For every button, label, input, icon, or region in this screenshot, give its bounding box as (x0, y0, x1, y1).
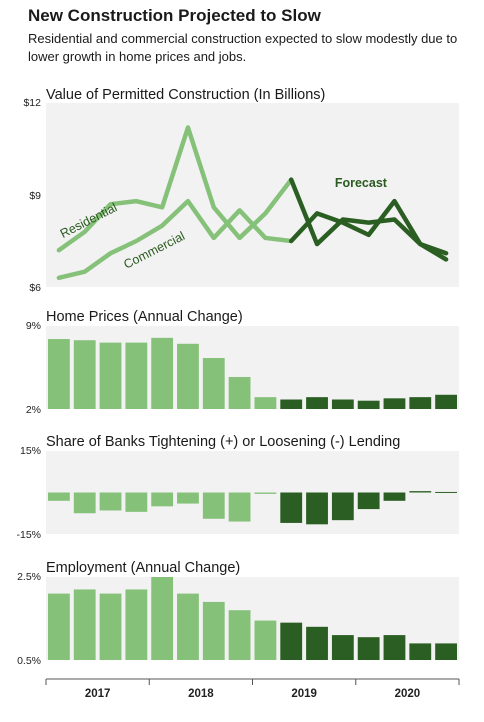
bar (177, 343, 199, 409)
bar (73, 492, 96, 514)
bar (151, 577, 174, 660)
bar (383, 398, 406, 409)
bar (177, 492, 199, 504)
panel-title: Home Prices (Annual Change) (46, 309, 243, 325)
bar (125, 492, 148, 512)
bar (280, 492, 303, 523)
panel-title: Value of Permitted Construction (In Bill… (46, 87, 325, 103)
home-prices-panel: Home Prices (Annual Change) 9% 2% (26, 309, 459, 416)
bar (357, 492, 380, 510)
bar (73, 340, 96, 409)
bar (151, 337, 174, 409)
bar (202, 492, 225, 519)
bar (202, 358, 225, 409)
bar (228, 610, 251, 660)
bar (435, 491, 457, 493)
panel-title: Share of Banks Tightening (+) or Looseni… (46, 434, 400, 450)
bar (125, 342, 148, 409)
x-tick-label: 2020 (395, 688, 421, 700)
bar (99, 342, 122, 409)
bar (177, 593, 199, 660)
bar (228, 492, 251, 522)
bar (99, 492, 122, 511)
bar (409, 491, 432, 493)
x-tick-label: 2019 (291, 688, 317, 700)
bar (280, 399, 303, 409)
y-tick-label: -15% (16, 529, 41, 541)
bar (202, 601, 225, 660)
bar (254, 492, 277, 494)
bar (357, 400, 380, 409)
bar (48, 492, 70, 501)
series-line-commercial-historical (56, 198, 294, 281)
bank-lending-panel: Share of Banks Tightening (+) or Looseni… (16, 434, 459, 541)
panel-title: Employment (Annual Change) (46, 560, 240, 576)
y-tick-label: $6 (29, 282, 41, 294)
bar (331, 635, 354, 660)
bar (48, 339, 70, 409)
y-tick-label: 15% (20, 445, 41, 457)
forecast-annotation: Forecast (335, 176, 388, 190)
y-tick-label: 9% (26, 320, 41, 332)
y-tick-label: $12 (23, 97, 41, 109)
bar (306, 492, 328, 525)
bar (280, 622, 303, 660)
chart-title: New Construction Projected to Slow (28, 6, 321, 25)
bar (306, 397, 328, 409)
y-tick-label: $9 (29, 190, 41, 202)
bar (357, 637, 380, 660)
bar (383, 492, 406, 501)
bar (48, 593, 70, 660)
bar (435, 643, 457, 660)
bar (125, 589, 148, 660)
y-tick-label: 0.5% (17, 655, 41, 667)
chart-subtitle: Residential and commercial construction … (28, 31, 458, 64)
panel-background (46, 103, 459, 287)
bar (151, 492, 174, 507)
bar (409, 397, 432, 409)
bar (254, 620, 277, 660)
y-tick-label: 2% (26, 404, 41, 416)
bar (228, 376, 251, 409)
bar (435, 394, 457, 409)
y-tick-label: 2.5% (17, 571, 41, 583)
x-tick-label: 2018 (188, 688, 214, 700)
bar (73, 589, 96, 660)
bar (331, 492, 354, 521)
bar (383, 635, 406, 660)
employment-panel: Employment (Annual Change) 2.5% 0.5% (17, 560, 459, 667)
bar (409, 643, 432, 660)
construction-panel: Value of Permitted Construction (In Bill… (23, 87, 459, 294)
bar (99, 593, 122, 660)
bar (331, 399, 354, 409)
series-line-commercial-forecast (288, 198, 449, 262)
bar (254, 397, 277, 409)
x-tick-label: 2017 (85, 688, 111, 700)
bar (306, 626, 328, 660)
